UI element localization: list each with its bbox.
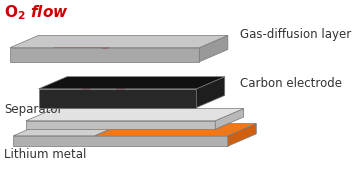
Polygon shape bbox=[39, 77, 225, 89]
Text: $\mathbf{O_2}$ flow: $\mathbf{O_2}$ flow bbox=[4, 4, 69, 22]
Polygon shape bbox=[10, 48, 200, 62]
Polygon shape bbox=[95, 124, 256, 136]
Polygon shape bbox=[13, 136, 228, 146]
Polygon shape bbox=[200, 35, 228, 62]
Text: Carbon electrode: Carbon electrode bbox=[240, 77, 343, 90]
Polygon shape bbox=[39, 89, 196, 108]
Text: Gas-diffusion layer: Gas-diffusion layer bbox=[240, 28, 352, 41]
Polygon shape bbox=[228, 124, 256, 146]
Polygon shape bbox=[215, 108, 244, 129]
Polygon shape bbox=[26, 121, 215, 129]
Polygon shape bbox=[26, 108, 244, 121]
Polygon shape bbox=[196, 77, 225, 108]
Text: Separator: Separator bbox=[4, 103, 62, 116]
Text: Lithium metal: Lithium metal bbox=[4, 148, 86, 161]
Polygon shape bbox=[13, 124, 123, 136]
Polygon shape bbox=[10, 35, 228, 48]
